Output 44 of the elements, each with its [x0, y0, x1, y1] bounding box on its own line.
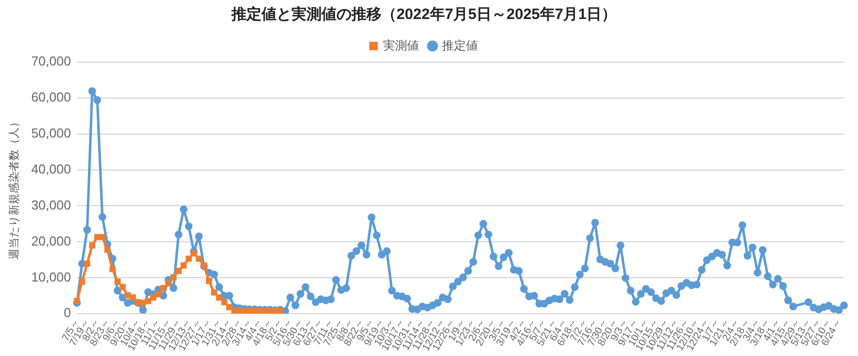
legend-label: 推定値 [442, 38, 478, 52]
point [78, 278, 86, 285]
point [140, 300, 146, 306]
point [74, 298, 80, 304]
point [165, 280, 172, 287]
point [236, 308, 243, 314]
legend-label: 実測値 [383, 38, 419, 52]
y-tick-label: 60,000 [31, 90, 71, 105]
point [114, 278, 121, 285]
point [226, 304, 232, 310]
point [206, 278, 212, 284]
point [170, 274, 177, 280]
point [89, 242, 96, 248]
point [231, 308, 238, 314]
point [99, 234, 106, 240]
point [190, 250, 197, 256]
point [196, 256, 202, 262]
point [186, 256, 192, 262]
point [84, 260, 90, 267]
chart-title: 推定値と実測値の推移（2022年7月5日～2025年7月1日） [230, 5, 617, 24]
y-tick-label: 10,000 [31, 269, 71, 284]
y-tick-label: 30,000 [31, 197, 71, 212]
point [160, 285, 166, 292]
y-tick-label: 50,000 [31, 125, 71, 140]
point [109, 266, 116, 272]
point [155, 291, 162, 298]
point [150, 294, 156, 301]
point [175, 268, 182, 274]
point [130, 294, 136, 301]
point [242, 308, 248, 314]
y-tick-label: 40,000 [31, 161, 71, 176]
y-tick-label: 70,000 [31, 54, 71, 69]
point [180, 262, 187, 269]
point [120, 284, 126, 290]
y-tick-label: 0 [64, 305, 71, 320]
y-axis-title: 週当たり新規感染者数（人） [8, 116, 21, 260]
point [221, 299, 228, 306]
point [211, 289, 218, 296]
y-tick-label: 20,000 [31, 233, 71, 248]
point [144, 298, 152, 304]
point [124, 292, 131, 298]
point [104, 246, 111, 253]
point [216, 294, 222, 301]
point [94, 234, 100, 240]
